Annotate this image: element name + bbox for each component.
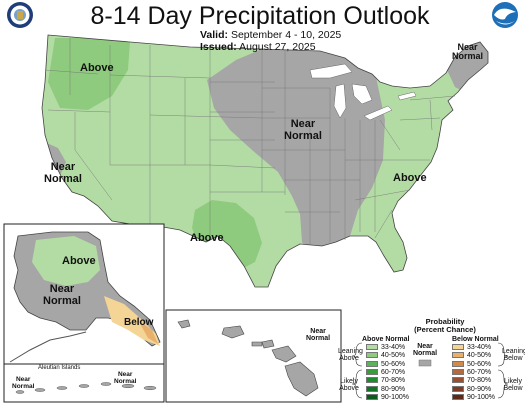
label-aleutian-near-normal-right: Near Normal <box>114 371 137 385</box>
legend-below-range-label-5: 80-90% <box>467 385 492 393</box>
legend-below-range-label-3: 60-70% <box>467 368 492 376</box>
label-northwest-above: Above <box>80 62 114 74</box>
lake-michigan <box>333 83 347 119</box>
usda-seal-logo <box>7 2 33 28</box>
legend-below-swatch-1 <box>452 352 464 359</box>
above-normal-40-50-northwest <box>48 38 130 110</box>
page-title: 8-14 Day Precipitation Outlook <box>90 2 430 30</box>
alaska-below-normal-40-50-area <box>138 320 158 344</box>
legend-above-swatch-3 <box>366 368 378 375</box>
hawaii-islands <box>177 319 319 397</box>
legend-below-swatch-2 <box>452 360 464 367</box>
legend-below-range-label-2: 50-60% <box>467 360 492 368</box>
label-texas-above: Above <box>190 232 224 244</box>
legend-leaning-above-label: Leaning Above <box>338 348 363 362</box>
state-borders <box>44 38 456 245</box>
legend-likely-below-label: Likely Below <box>503 378 523 392</box>
legend-above-range-label-6: 90-100% <box>381 393 410 401</box>
aleutian-islands-title: Aleutian Islands <box>38 365 81 371</box>
label-central-near-normal: Near Normal <box>284 118 322 142</box>
legend-below-swatch-0 <box>452 344 464 350</box>
legend-likely-below-brace <box>497 369 509 399</box>
alaska-peninsula <box>9 331 87 363</box>
legend-below-range-label-0: 33-40% <box>467 344 492 351</box>
legend-above-range-label-4: 70-80% <box>381 377 406 385</box>
legend-below-swatch-5 <box>452 385 464 392</box>
legend-leaning-below-label: Leaning Below <box>502 348 525 362</box>
valid-value: September 4 - 10, 2025 <box>230 29 342 41</box>
legend-above-range-label-0: 33-40% <box>381 344 406 351</box>
legend-likely-above-label: Likely Above <box>339 378 359 392</box>
legend-above-swatch-4 <box>366 377 378 384</box>
label-northeast-near-normal: Near Normal <box>452 42 484 62</box>
lake-ontario <box>397 91 417 101</box>
legend-below-range-label-1: 40-50% <box>467 352 492 360</box>
legend-above-swatch-1 <box>366 352 378 359</box>
label-hawaii-near-normal: Near Normal <box>306 328 331 343</box>
legend-likely-above-brace <box>351 369 363 399</box>
legend-near-normal-label: Near Normal <box>412 343 438 358</box>
legend-below-header: Below Normal <box>452 336 499 343</box>
legend-above-header: Above Normal <box>362 336 410 343</box>
legend-below-swatch-4 <box>452 377 464 384</box>
legend-below-range-label-4: 70-80% <box>467 377 492 385</box>
legend-above-swatch-0 <box>366 344 378 350</box>
legend-above-swatch-2 <box>366 360 378 367</box>
label-alaska-above: Above <box>62 255 96 267</box>
legend-near-normal-swatch <box>418 359 432 367</box>
legend-leaning-above-brace <box>351 342 363 367</box>
lake-superior <box>309 63 353 79</box>
legend-title: Probability (Percent Chance) <box>414 317 476 334</box>
alaska-above-normal-area <box>32 236 100 286</box>
label-alaska-below: Below <box>124 317 154 328</box>
legend-above-range-label-1: 40-50% <box>381 352 406 360</box>
label-aleutian-near-normal-left: Near Normal <box>12 376 35 390</box>
legend-leaning-below-brace <box>497 342 509 367</box>
issued-value: August 27, 2025 <box>239 41 316 53</box>
lake-erie <box>363 105 393 121</box>
legend-below-swatch-3 <box>452 368 464 375</box>
legend-below-range-label-6: 90-100% <box>467 393 496 401</box>
alaska-region <box>9 231 161 363</box>
issued-line: Issued: August 27, 2025 <box>200 41 316 53</box>
legend-above-swatch-6 <box>366 393 378 400</box>
legend-below-swatch-6 <box>452 393 464 400</box>
legend-above-range-label-5: 80-90% <box>381 385 406 393</box>
legend-above-swatch-5 <box>366 385 378 392</box>
label-east-above: Above <box>393 172 427 184</box>
legend-above-range-label-3: 60-70% <box>381 368 406 376</box>
aleutian-inset-frame <box>3 363 165 403</box>
aleutian-islands <box>15 382 157 394</box>
label-alaska-near-normal: Near Normal <box>43 283 81 307</box>
issued-label: Issued: <box>200 41 237 53</box>
valid-label: Valid: <box>200 29 229 41</box>
lake-huron <box>351 83 373 105</box>
label-california-near-normal: Near Normal <box>44 161 82 185</box>
valid-line: Valid: September 4 - 10, 2025 <box>200 29 341 41</box>
noaa-logo <box>492 2 518 28</box>
legend-above-range-label-2: 50-60% <box>381 360 406 368</box>
